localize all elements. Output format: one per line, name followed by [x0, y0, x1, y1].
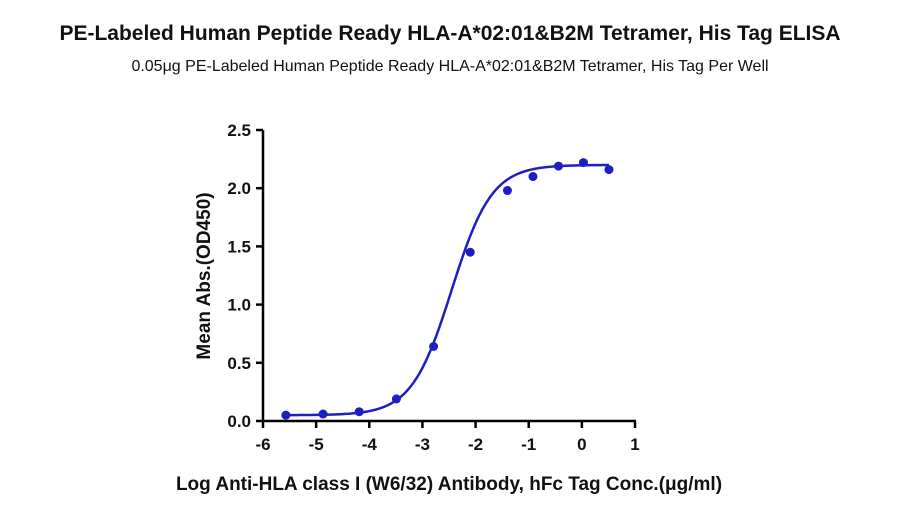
y-axis-ticks: 0.0 0.5 1.0 1.5 2.0 2.5 [227, 121, 263, 431]
y-tick-label: 1.5 [227, 237, 251, 256]
data-point [391, 394, 401, 404]
x-tick-label: -2 [468, 435, 483, 454]
y-axis-label: Mean Abs.(OD450) [194, 192, 215, 359]
y-tick-label: 2.5 [227, 121, 251, 140]
axes [261, 130, 636, 423]
data-point [502, 186, 512, 196]
chart-subtitle: 0.05μg PE-Labeled Human Peptide Ready HL… [131, 58, 769, 75]
x-tick-label: -5 [309, 435, 324, 454]
x-tick-label: -3 [415, 435, 430, 454]
y-tick-label: 0.5 [227, 354, 251, 373]
x-tick-label: -4 [362, 435, 378, 454]
x-tick-label: 1 [630, 435, 639, 454]
x-tick-label: -6 [255, 435, 270, 454]
data-point [528, 172, 538, 182]
data-point [578, 158, 588, 168]
y-tick-label: 0.0 [227, 412, 251, 431]
data-point [465, 247, 475, 257]
data-point [429, 342, 439, 352]
data-point [354, 407, 364, 417]
fit-curve-group [285, 163, 609, 417]
y-tick-label: 2.0 [227, 179, 251, 198]
fit-curve [285, 163, 609, 417]
chart-title: PE-Labeled Human Peptide Ready HLA-A*02:… [59, 22, 841, 45]
data-point [281, 410, 291, 420]
x-axis-label: Log Anti-HLA class I (W6/32) Antibody, h… [176, 474, 722, 495]
x-axis-ticks: -6 -5 -4 -3 -2 -1 0 1 [255, 421, 640, 454]
y-tick-label: 1.0 [227, 296, 251, 315]
data-point [604, 165, 614, 175]
data-points [281, 158, 614, 420]
x-tick-label: -1 [521, 435, 536, 454]
data-point [318, 409, 328, 419]
x-tick-label: 0 [577, 435, 586, 454]
data-point [553, 161, 563, 171]
